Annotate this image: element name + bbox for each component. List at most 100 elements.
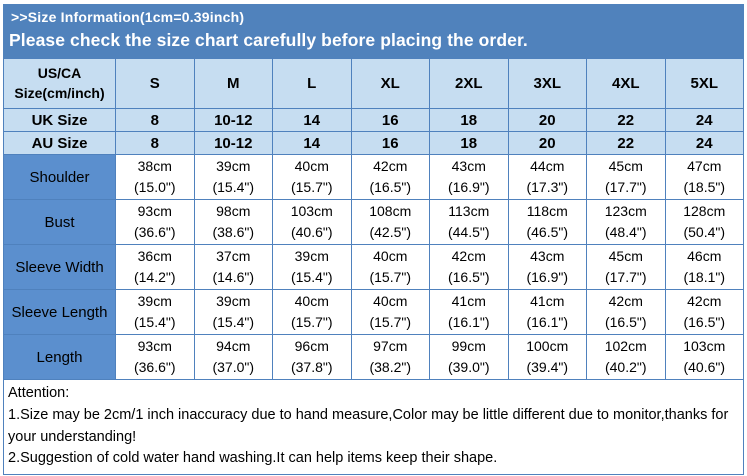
- size-value-cell: 8: [115, 131, 195, 155]
- cm-value: 118cm: [526, 203, 568, 219]
- inch-value: (17.7"): [604, 179, 647, 195]
- cm-value: 42cm: [373, 158, 408, 174]
- inch-value: (15.0"): [133, 179, 176, 195]
- measurement-cell: 38cm (15.0"): [115, 154, 195, 200]
- size-column-header: 4XL: [586, 58, 666, 109]
- measurement-cell: 96cm (37.8"): [272, 334, 352, 380]
- measurement-cell: 42cm (16.5"): [664, 289, 744, 335]
- inch-value: (16.5"): [683, 314, 726, 330]
- inch-value: (39.4"): [526, 359, 569, 375]
- cm-value: 40cm: [294, 158, 329, 174]
- measurement-row: Shoulder 38cm (15.0") 39cm (15.4") 40cm (15.7"…: [3, 154, 744, 200]
- inch-value: (15.4"): [212, 179, 255, 195]
- cm-value: 46cm: [687, 248, 722, 264]
- cm-value: 37cm: [216, 248, 251, 264]
- measurement-cell: 37cm (14.6"): [193, 244, 273, 290]
- cm-value: 39cm: [137, 293, 172, 309]
- cm-value: 40cm: [373, 248, 408, 264]
- inch-value: (15.4"): [133, 314, 176, 330]
- inch-value: (42.5"): [369, 224, 412, 240]
- cm-value: 103cm: [683, 338, 726, 354]
- banner: >>Size Information(1cm=0.39inch) Please …: [3, 4, 744, 58]
- measurement-cell: 42cm (16.5"): [350, 154, 430, 200]
- cm-value: 42cm: [608, 293, 643, 309]
- row-label: UK Size: [3, 108, 116, 132]
- inch-value: (18.1"): [683, 269, 726, 285]
- row-label: Sleeve Width: [3, 244, 116, 290]
- cm-value: 41cm: [451, 293, 486, 309]
- cm-value: 41cm: [530, 293, 565, 309]
- attention-note-1: 1.Size may be 2cm/1 inch inaccuracy due …: [8, 406, 729, 445]
- inch-value: (14.6"): [212, 269, 255, 285]
- attention-title: Attention:: [8, 385, 70, 401]
- cm-value: 94cm: [216, 338, 251, 354]
- attention-box: Attention: 1.Size may be 2cm/1 inch inac…: [3, 380, 744, 475]
- cm-value: 108cm: [369, 203, 412, 219]
- measurement-cell: 103cm (40.6"): [664, 334, 744, 380]
- inch-value: (15.4"): [290, 269, 333, 285]
- inch-value: (39.0"): [447, 359, 490, 375]
- inch-value: (40.6"): [290, 224, 333, 240]
- cm-value: 43cm: [530, 248, 565, 264]
- inch-value: (15.7"): [290, 179, 333, 195]
- inch-value: (17.3"): [526, 179, 569, 195]
- inch-value: (16.9"): [447, 179, 490, 195]
- cm-value: 99cm: [451, 338, 486, 354]
- inch-value: (15.7"): [369, 314, 412, 330]
- inch-value: (48.4"): [604, 224, 647, 240]
- cm-value: 42cm: [687, 293, 722, 309]
- cm-value: 44cm: [530, 158, 565, 174]
- measurement-cell: 39cm (15.4"): [193, 154, 273, 200]
- row-label: Shoulder: [3, 154, 116, 200]
- size-value-cell: 10-12: [193, 131, 273, 155]
- measurement-cell: 40cm (15.7"): [350, 244, 430, 290]
- row-label: AU Size: [3, 131, 116, 155]
- cm-value: 47cm: [687, 158, 722, 174]
- measurement-row: Length 93cm (36.6") 94cm (37.0") 96cm (37.8") 9…: [3, 334, 744, 380]
- measurement-cell: 123cm (48.4"): [586, 199, 666, 245]
- size-column-header: 5XL: [664, 58, 744, 109]
- size-value-cell: 20: [507, 108, 587, 132]
- inch-value: (50.4"): [683, 224, 726, 240]
- cm-value: 98cm: [216, 203, 251, 219]
- inch-value: (16.9"): [526, 269, 569, 285]
- inch-value: (16.1"): [526, 314, 569, 330]
- inch-value: (36.6"): [133, 359, 176, 375]
- measurement-cell: 44cm (17.3"): [507, 154, 587, 200]
- measurement-cell: 41cm (16.1"): [507, 289, 587, 335]
- cm-value: 36cm: [137, 248, 172, 264]
- size-value-cell: 16: [350, 108, 430, 132]
- measurement-cell: 39cm (15.4"): [115, 289, 195, 335]
- size-value-cell: 14: [272, 108, 352, 132]
- cm-value: 93cm: [137, 203, 172, 219]
- cm-value: 39cm: [216, 293, 251, 309]
- size-column-header: L: [272, 58, 352, 109]
- measurement-cell: 97cm (38.2"): [350, 334, 430, 380]
- inch-value: (18.5"): [683, 179, 726, 195]
- measurement-cell: 43cm (16.9"): [507, 244, 587, 290]
- row-label: Bust: [3, 199, 116, 245]
- size-value-cell: 22: [586, 108, 666, 132]
- table-header-row: US/CA Size(cm/inch) S M L XL 2XL 3XL 4XL 5XL: [3, 58, 744, 109]
- inch-value: (36.6"): [133, 224, 176, 240]
- cm-value: 40cm: [373, 293, 408, 309]
- inch-value: (15.7"): [290, 314, 333, 330]
- size-column-header: XL: [350, 58, 430, 109]
- inch-value: (38.2"): [369, 359, 412, 375]
- cm-value: 45cm: [608, 158, 643, 174]
- attention-note-2: 2.Suggestion of cold water hand washing.…: [8, 450, 498, 467]
- banner-title: >>Size Information(1cm=0.39inch): [11, 9, 245, 25]
- size-column-header: 3XL: [507, 58, 587, 109]
- measurement-row: Sleeve Width 36cm (14.2") 37cm (14.6") 39cm (1…: [3, 244, 744, 290]
- cm-value: 97cm: [373, 338, 408, 354]
- banner-subtitle: Please check the size chart carefully be…: [9, 30, 528, 50]
- inch-value: (37.8"): [290, 359, 333, 375]
- measurement-cell: 41cm (16.1"): [429, 289, 509, 335]
- row-label: Sleeve Length: [3, 289, 116, 335]
- size-value-cell: 24: [664, 108, 744, 132]
- cm-value: 96cm: [294, 338, 329, 354]
- cm-value: 40cm: [294, 293, 329, 309]
- measurement-cell: 36cm (14.2"): [115, 244, 195, 290]
- size-value-cell: 20: [507, 131, 587, 155]
- measurement-cell: 118cm (46.5"): [507, 199, 587, 245]
